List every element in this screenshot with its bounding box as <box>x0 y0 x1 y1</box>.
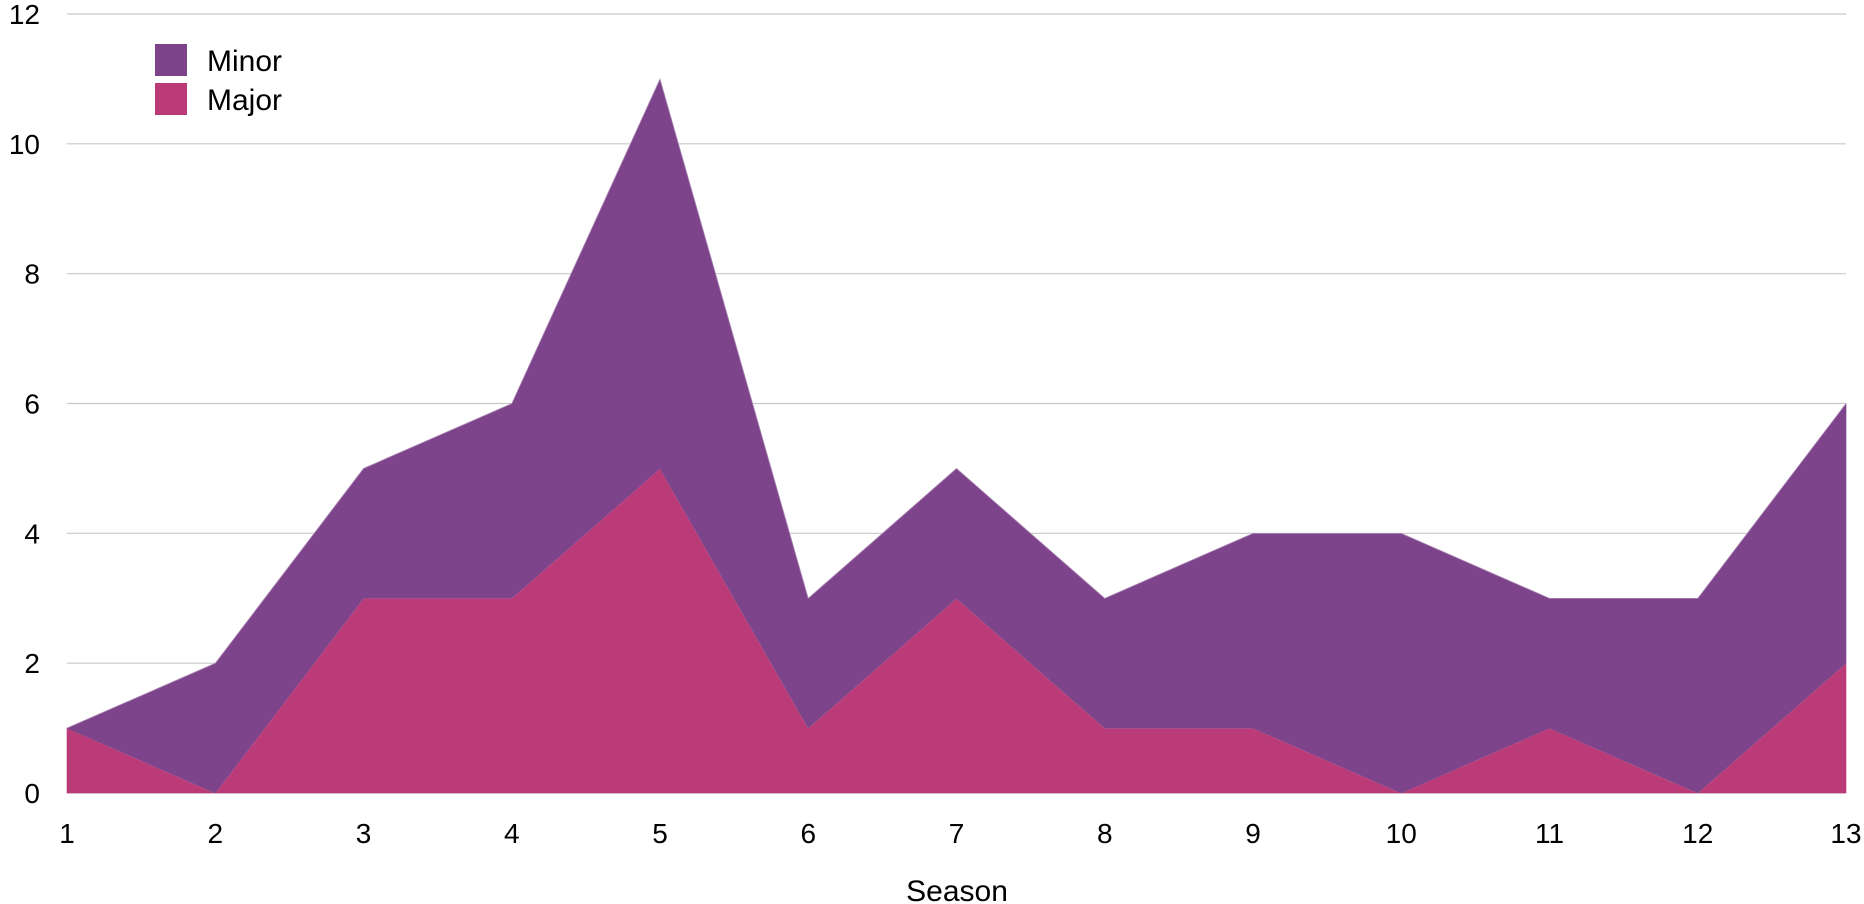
x-tick-label: 2 <box>207 818 223 849</box>
x-tick-label: 7 <box>949 818 965 849</box>
x-tick-label: 4 <box>504 818 520 849</box>
area-edge-minor <box>66 77 1847 729</box>
y-tick-label: 2 <box>24 648 40 679</box>
y-tick-label: 10 <box>9 129 40 160</box>
legend-label-major: Major <box>207 84 282 117</box>
x-tick-label: 3 <box>356 818 372 849</box>
legend: Minor Major <box>155 44 282 117</box>
y-tick-label: 0 <box>24 778 40 809</box>
x-tick-label: 13 <box>1830 818 1861 849</box>
legend-swatch-major <box>155 83 187 115</box>
x-tick-label: 5 <box>652 818 668 849</box>
x-tick-label: 12 <box>1682 818 1713 849</box>
x-tick-label: 10 <box>1386 818 1417 849</box>
y-tick-label: 8 <box>24 259 40 290</box>
x-tick-label: 1 <box>59 818 75 849</box>
x-tick-label: 11 <box>1535 818 1564 849</box>
x-tick-label: 8 <box>1097 818 1113 849</box>
y-tick-label: 12 <box>9 0 40 30</box>
x-tick-label: 6 <box>800 818 816 849</box>
y-tick-label: 6 <box>24 389 40 420</box>
legend-swatch-minor <box>155 44 187 76</box>
legend-item-minor[interactable]: Minor <box>155 44 282 78</box>
legend-item-major[interactable]: Major <box>155 83 282 117</box>
x-axis-ticks: 1 2 3 4 5 6 7 8 9 10 11 12 13 <box>59 818 1861 849</box>
x-axis-title: Season <box>906 875 1008 904</box>
area-series <box>66 77 1847 794</box>
legend-label-minor: Minor <box>207 45 282 78</box>
x-tick-label: 9 <box>1245 818 1261 849</box>
y-tick-label: 4 <box>24 518 40 549</box>
y-axis-ticks: 0 2 4 6 8 10 12 <box>9 0 40 809</box>
area-minor[interactable] <box>66 78 1847 794</box>
